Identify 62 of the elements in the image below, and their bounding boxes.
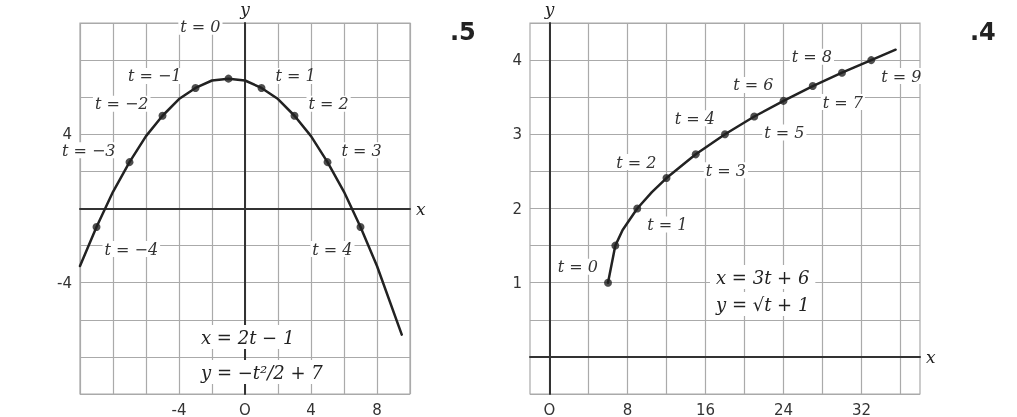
annotation: t = 3 [341,140,382,160]
point [611,241,620,250]
x-tick-label: O [543,400,556,417]
x-tick-label: 8 [372,400,382,417]
annotation: y = −t²/2 + 7 [200,361,324,383]
annotation: x = 3t + 6 [716,266,810,288]
point [867,56,876,65]
point [125,158,134,167]
annotation: x = 2t − 1 [201,326,295,348]
annotation: t = 3 [705,160,746,180]
annotation: t = 8 [791,47,832,67]
annotation: t = 7 [822,92,864,112]
point [92,223,101,232]
point [662,174,671,183]
annotation: t = 5 [764,122,805,142]
y-axis-title: y [239,0,251,19]
point [323,158,332,167]
point [158,111,167,120]
annotation: t = 1 [647,215,688,234]
annotation: t = 2 [308,94,349,114]
annotation: t = 0 [557,257,598,277]
point [224,74,233,83]
annotation: t = −3 [61,140,116,160]
x-axis-title: x [926,346,936,367]
annotation: t = 4 [674,108,715,128]
point [750,112,759,121]
x-tick-label: 4 [306,400,316,417]
y-tick-label: 1 [512,273,522,292]
point [257,83,266,92]
annotation: t = −4 [104,239,159,259]
annotation: t = 4 [312,239,353,259]
point [721,130,729,139]
point [604,278,612,287]
point [779,96,788,105]
y-tick-label: 3 [512,125,522,144]
point [191,83,200,92]
point [838,68,846,77]
y-axis-title: y [543,0,555,19]
point [356,223,365,232]
x-tick-label: 8 [622,400,633,417]
annotation: t = 9 [881,66,922,86]
annotation: t = −2 [94,94,149,114]
x-tick-label: -4 [171,400,187,417]
y-tick-label: 4 [512,51,522,70]
annotation: t = 0 [180,17,221,37]
point [691,150,700,159]
annotation: t = 2 [616,152,657,172]
annotation: t = 1 [275,66,316,86]
annotation: t = −1 [127,66,182,86]
point [808,82,817,91]
annotation: t = 6 [733,75,774,95]
text: .4 [970,18,996,46]
text: .5 [450,18,476,46]
x-tick-label: 32 [851,400,872,417]
point [290,111,299,120]
x-tick-label: O [239,400,251,417]
x-tick-label: 24 [773,400,794,417]
y-tick-label: 2 [512,199,522,218]
x-axis-title: x [416,198,426,219]
point [633,204,642,213]
x-tick-label: 16 [695,400,716,417]
annotation: y = √t + 1 [715,293,810,315]
